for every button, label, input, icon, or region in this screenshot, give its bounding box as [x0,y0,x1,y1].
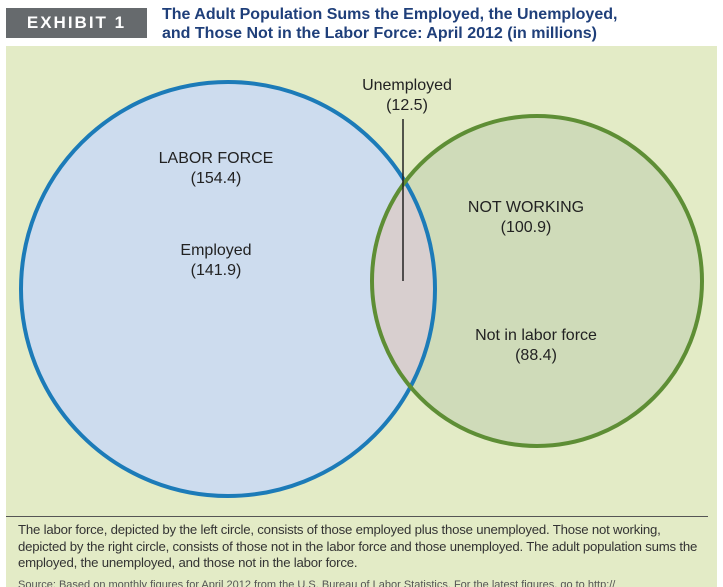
exhibit-badge: EXHIBIT 1 [6,8,147,38]
not-in-labor-force-label: Not in labor force (88.4) [431,326,641,366]
labor-force-label-text: LABOR FORCE [158,150,274,167]
labor-force-value: (154.4) [190,170,242,187]
not-working-circle-outline [370,114,704,448]
diagram-panel: LABOR FORCE (154.4) Employed (141.9) Une… [6,46,717,587]
not-in-labor-force-value: (88.4) [515,347,557,364]
not-in-labor-force-label-text: Not in labor force [475,327,597,344]
not-working-label: NOT WORKING (100.9) [436,198,616,238]
venn-diagram [19,80,704,498]
diagram-caption: The labor force, depicted by the left ci… [18,522,698,570]
not-working-label-text: NOT WORKING [467,199,585,216]
exhibit-header: EXHIBIT 1 The Adult Population Sums the … [0,0,723,46]
employed-value: (141.9) [190,262,242,279]
title-line-2: and Those Not in the Labor Force: April … [162,25,598,42]
caption-divider [6,516,708,517]
unemployed-value: (12.5) [386,97,428,114]
labor-force-circle-outline [19,80,437,498]
labor-force-label: LABOR FORCE (154.4) [116,149,316,189]
unemployed-label-text: Unemployed [362,77,452,94]
not-working-circle [372,116,702,446]
source-note: Source: Based on monthly figures for Apr… [18,579,616,587]
not-working-value: (100.9) [500,219,552,236]
labor-force-circle [21,82,435,496]
exhibit-title: The Adult Population Sums the Employed, … [162,5,712,43]
unemployed-label: Unemployed (12.5) [337,76,477,116]
title-line-1: The Adult Population Sums the Employed, … [162,6,618,23]
employed-label-text: Employed [180,242,252,259]
employed-label: Employed (141.9) [116,241,316,281]
